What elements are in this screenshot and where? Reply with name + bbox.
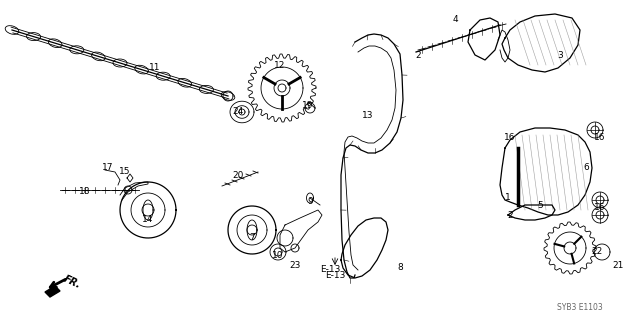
- Text: 1: 1: [505, 194, 511, 203]
- Polygon shape: [45, 286, 60, 297]
- Text: 5: 5: [537, 201, 543, 210]
- Text: 15: 15: [119, 167, 131, 177]
- Text: 20: 20: [232, 171, 244, 180]
- Text: 23: 23: [289, 260, 301, 269]
- Text: 14: 14: [142, 215, 154, 225]
- Text: 16: 16: [595, 133, 605, 142]
- Text: 18: 18: [79, 188, 91, 196]
- Text: 11: 11: [149, 63, 161, 73]
- Text: 17: 17: [102, 164, 114, 172]
- Text: SYB3 E1103: SYB3 E1103: [557, 303, 603, 313]
- Text: 13: 13: [362, 110, 374, 119]
- Text: FR.: FR.: [62, 274, 83, 290]
- Text: 22: 22: [591, 247, 603, 257]
- Text: E-13: E-13: [320, 266, 340, 275]
- Text: 8: 8: [397, 263, 403, 273]
- Text: 21: 21: [612, 260, 624, 269]
- Text: 7: 7: [249, 234, 255, 243]
- Text: 12: 12: [275, 60, 285, 69]
- Text: 16: 16: [595, 204, 605, 212]
- Text: 2: 2: [507, 211, 513, 220]
- Text: 16: 16: [504, 133, 516, 142]
- Text: 2: 2: [415, 51, 421, 60]
- Text: 10: 10: [272, 251, 284, 260]
- Text: 4: 4: [452, 15, 458, 25]
- Text: 9: 9: [307, 197, 313, 206]
- Text: 3: 3: [557, 51, 563, 60]
- Text: 24: 24: [232, 108, 244, 116]
- Text: 6: 6: [583, 164, 589, 172]
- Text: E-13: E-13: [325, 270, 345, 279]
- Text: 19: 19: [302, 100, 314, 109]
